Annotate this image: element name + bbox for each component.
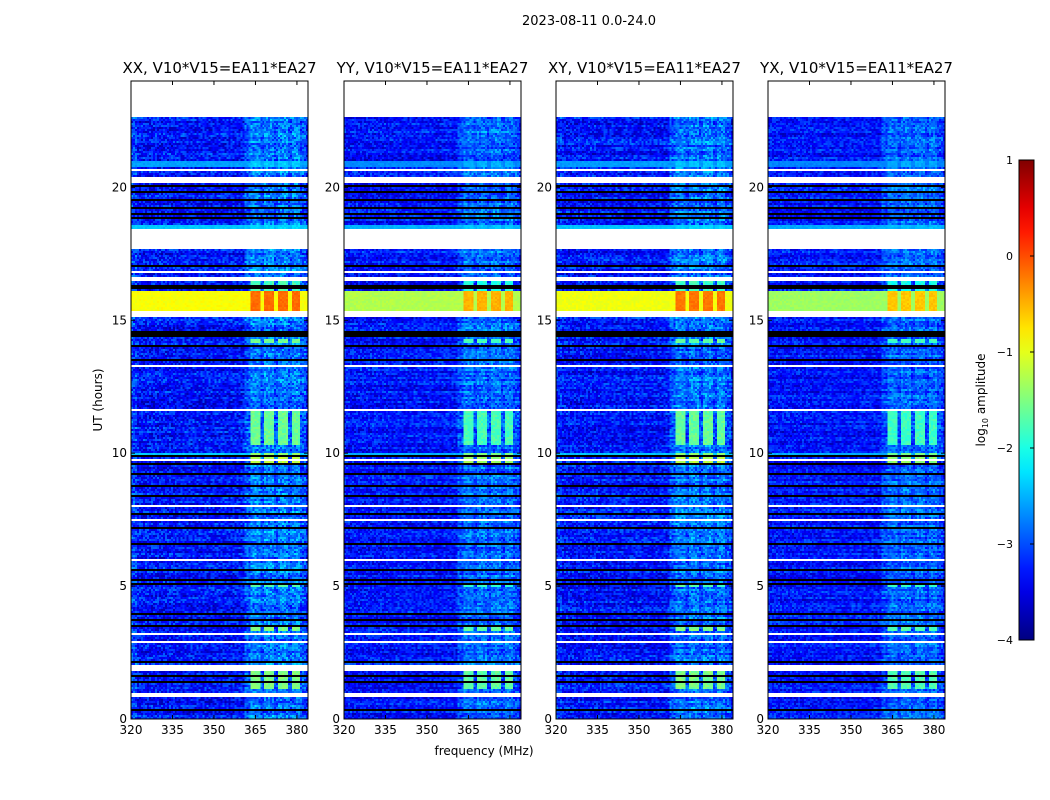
- colorbar-tick-label: 1: [1006, 154, 1013, 167]
- x-tick-label: 365: [244, 723, 267, 737]
- spectrogram-2: [344, 81, 521, 719]
- x-tick-label: 350: [416, 723, 439, 737]
- x-tick-label: 335: [374, 723, 397, 737]
- x-tick-label: 350: [628, 723, 651, 737]
- plot-frame-1: [130, 80, 309, 720]
- panel-title-4: YX, V10*V15=EA11*EA27: [759, 59, 953, 77]
- x-tick-label: 350: [203, 723, 226, 737]
- plot-frame-3: [555, 80, 734, 720]
- y-tick-label: 5: [544, 579, 552, 593]
- x-tick-label: 320: [333, 723, 356, 737]
- y-tick-label: 15: [537, 313, 552, 327]
- y-tick-label: 15: [325, 313, 340, 327]
- spectrogram-1: [131, 81, 308, 719]
- y-tick-label: 20: [749, 180, 764, 194]
- panel-title-3: XY, V10*V15=EA11*EA27: [548, 59, 741, 77]
- y-tick-label: 0: [119, 712, 127, 726]
- y-tick-label: 10: [537, 446, 552, 460]
- colorbar-tick-label: −4: [997, 634, 1013, 647]
- x-tick-label: 380: [498, 723, 521, 737]
- figure-title: 2023-08-11 0.0-24.0: [522, 14, 656, 29]
- colorbar-tick-label: −2: [997, 442, 1013, 455]
- colorbar-tick-label: 0: [1006, 250, 1013, 263]
- y-tick-label: 0: [544, 712, 552, 726]
- colorbar-tick-label: −3: [997, 538, 1013, 551]
- y-tick-label: 10: [749, 446, 764, 460]
- x-tick-label: 335: [586, 723, 609, 737]
- x-tick-label: 320: [120, 723, 143, 737]
- x-tick-label: 365: [881, 723, 904, 737]
- y-tick-label: 10: [112, 446, 127, 460]
- x-tick-label: 335: [798, 723, 821, 737]
- colorbar: [1018, 159, 1035, 641]
- spectrogram-3: [556, 81, 733, 719]
- y-tick-label: 0: [756, 712, 764, 726]
- y-tick-label: 20: [112, 180, 127, 194]
- x-tick-label: 320: [757, 723, 780, 737]
- x-tick-label: 380: [922, 723, 945, 737]
- colorbar-tick-label: −1: [997, 346, 1013, 359]
- x-tick-label: 335: [161, 723, 184, 737]
- x-tick-label: 380: [710, 723, 733, 737]
- y-tick-label: 5: [119, 579, 127, 593]
- x-tick-label: 365: [669, 723, 692, 737]
- y-tick-label: 20: [537, 180, 552, 194]
- x-tick-label: 350: [840, 723, 863, 737]
- y-tick-label: 10: [325, 446, 340, 460]
- panel-title-1: XX, V10*V15=EA11*EA27: [122, 59, 316, 77]
- plot-frame-2: [343, 80, 522, 720]
- x-tick-label: 320: [545, 723, 568, 737]
- y-tick-label: 5: [332, 579, 340, 593]
- x-axis-label: frequency (MHz): [434, 744, 534, 758]
- y-tick-label: 0: [332, 712, 340, 726]
- panel-title-2: YY, V10*V15=EA11*EA27: [336, 59, 529, 77]
- plot-frame-4: [767, 80, 946, 720]
- y-tick-label: 15: [112, 313, 127, 327]
- y-tick-label: 5: [756, 579, 764, 593]
- x-tick-label: 380: [285, 723, 308, 737]
- y-tick-label: 15: [749, 313, 764, 327]
- spectrogram-4: [768, 81, 945, 719]
- x-tick-label: 365: [457, 723, 480, 737]
- y-tick-label: 20: [325, 180, 340, 194]
